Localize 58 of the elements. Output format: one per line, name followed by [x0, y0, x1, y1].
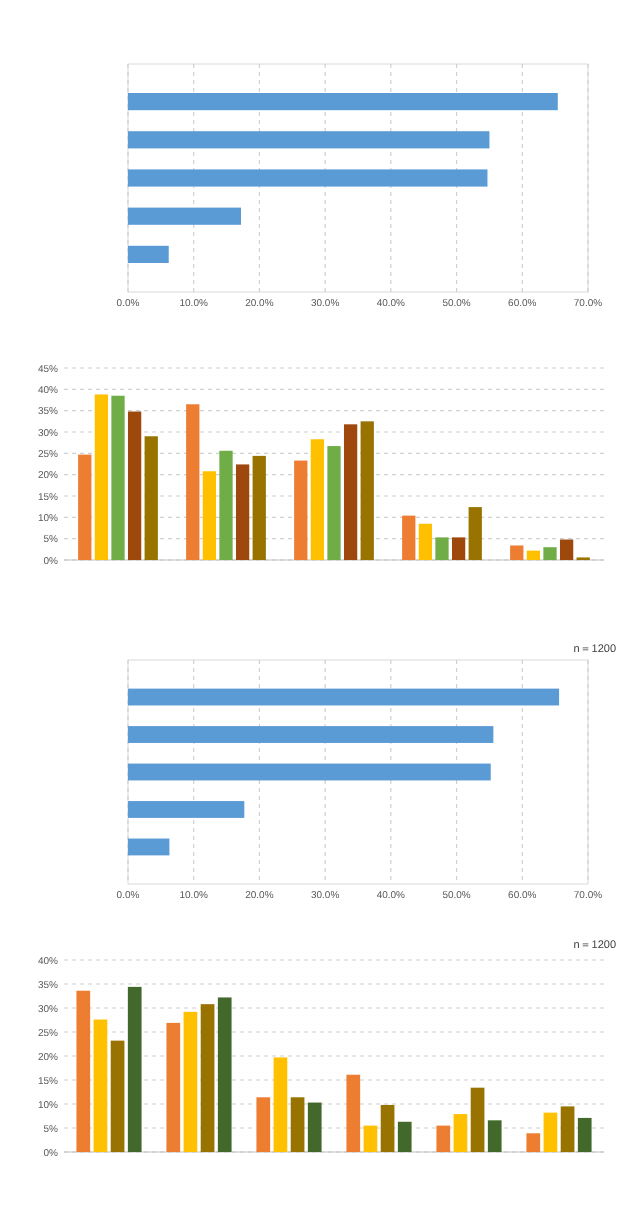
bar — [78, 454, 92, 560]
bar — [543, 1112, 558, 1152]
bar — [110, 1040, 125, 1152]
bar — [360, 421, 374, 560]
bar — [128, 688, 560, 706]
bar — [363, 1125, 378, 1152]
bar — [327, 446, 341, 560]
bar — [128, 763, 491, 781]
bar — [144, 436, 158, 560]
bar — [526, 1133, 541, 1152]
bar — [235, 464, 250, 560]
bar — [183, 1011, 198, 1152]
bar — [487, 1120, 502, 1152]
bar — [418, 523, 433, 560]
bar — [166, 1022, 181, 1152]
bar — [343, 424, 358, 560]
bar — [397, 1121, 412, 1152]
bar — [128, 801, 245, 818]
bar — [217, 997, 232, 1152]
bar — [128, 131, 490, 149]
bar — [436, 1125, 451, 1152]
bar — [128, 207, 242, 225]
bar — [128, 93, 558, 111]
bar — [577, 1117, 592, 1152]
bar — [128, 726, 494, 743]
bar — [435, 537, 449, 560]
bar — [256, 1097, 271, 1152]
bar — [543, 547, 557, 560]
bar — [111, 395, 125, 560]
bar — [186, 404, 200, 560]
bar — [560, 1106, 575, 1152]
bar — [76, 990, 91, 1152]
bar — [93, 1019, 108, 1152]
bar — [94, 394, 109, 560]
bar — [290, 1097, 305, 1152]
bar — [510, 545, 524, 560]
bar — [219, 450, 233, 560]
bar — [128, 245, 169, 263]
bar — [468, 507, 482, 560]
bar — [559, 539, 574, 560]
bar — [346, 1074, 361, 1152]
bar — [294, 460, 308, 560]
bar — [128, 169, 488, 187]
bar — [402, 515, 416, 560]
bar — [310, 439, 325, 560]
bar — [380, 1104, 395, 1152]
bar — [128, 838, 170, 856]
bar — [273, 1057, 288, 1152]
bar — [470, 1087, 485, 1152]
bar — [526, 550, 541, 560]
bar — [127, 411, 142, 560]
bar — [202, 471, 217, 560]
bar — [451, 537, 466, 560]
bar — [200, 1004, 215, 1152]
bar — [252, 455, 266, 560]
bar — [453, 1114, 468, 1152]
bar — [307, 1102, 322, 1152]
bar — [127, 986, 142, 1152]
